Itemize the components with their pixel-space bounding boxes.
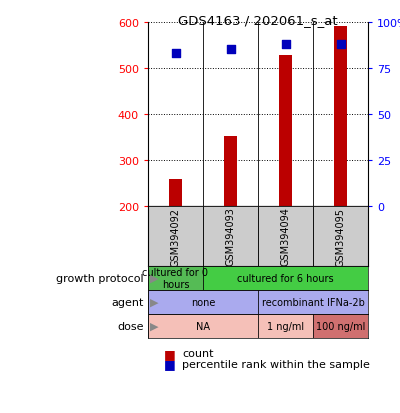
Text: cultured for 6 hours: cultured for 6 hours — [237, 273, 334, 283]
Text: NA: NA — [196, 321, 210, 331]
Bar — [279, 56, 292, 206]
Bar — [313, 206, 368, 266]
Text: dose: dose — [118, 321, 144, 331]
Text: cultured for 0
hours: cultured for 0 hours — [142, 268, 208, 289]
Bar — [258, 314, 313, 338]
Bar — [169, 180, 182, 206]
Text: growth protocol: growth protocol — [56, 273, 144, 283]
Bar — [148, 290, 258, 314]
Text: ▶: ▶ — [150, 321, 158, 331]
Text: none: none — [191, 297, 215, 307]
Point — [172, 51, 179, 57]
Text: agent: agent — [112, 297, 144, 307]
Point — [227, 47, 234, 54]
Text: 100 ng/ml: 100 ng/ml — [316, 321, 365, 331]
Text: 1 ng/ml: 1 ng/ml — [267, 321, 304, 331]
Text: count: count — [182, 349, 214, 358]
Text: GDS4163 / 202061_s_at: GDS4163 / 202061_s_at — [178, 14, 338, 27]
Bar — [203, 206, 258, 266]
Text: ■: ■ — [164, 347, 176, 360]
Bar — [258, 290, 368, 314]
Text: ▶: ▶ — [150, 297, 158, 307]
Text: recombinant IFNa-2b: recombinant IFNa-2b — [262, 297, 364, 307]
Text: GSM394095: GSM394095 — [336, 207, 346, 266]
Point — [282, 41, 289, 48]
Text: ■: ■ — [164, 357, 176, 370]
Bar — [334, 27, 347, 206]
Text: percentile rank within the sample: percentile rank within the sample — [182, 359, 370, 369]
Bar — [148, 266, 203, 290]
Text: GSM394094: GSM394094 — [280, 207, 290, 266]
Bar — [224, 137, 237, 206]
Point — [337, 41, 344, 48]
Text: GSM394092: GSM394092 — [170, 207, 180, 266]
Bar — [148, 206, 203, 266]
Bar — [148, 314, 258, 338]
Text: ▶: ▶ — [150, 273, 158, 283]
Text: GSM394093: GSM394093 — [226, 207, 236, 266]
Bar — [313, 314, 368, 338]
Bar — [203, 266, 368, 290]
Bar — [258, 206, 313, 266]
